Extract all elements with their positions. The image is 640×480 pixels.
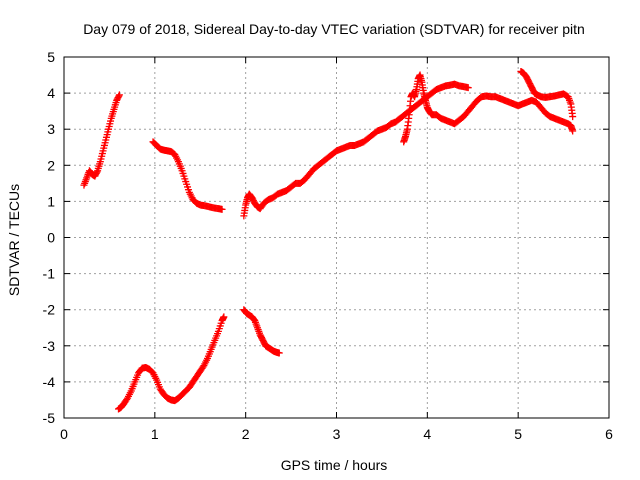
y-tick-label: -4	[43, 374, 56, 390]
y-tick-label: 2	[47, 157, 55, 173]
y-tick-label: 1	[47, 193, 55, 209]
data-point	[115, 92, 123, 100]
x-tick-label: 0	[60, 426, 68, 442]
series-5	[517, 67, 577, 121]
x-axis-label: GPS time / hours	[281, 457, 388, 473]
x-tick-label: 4	[423, 426, 431, 442]
series-6	[115, 313, 228, 413]
data-point	[569, 127, 577, 135]
y-axis-label: SDTVAR / TECUs	[6, 184, 22, 296]
data-point	[220, 313, 228, 321]
chart-title: Day 079 of 2018, Sidereal Day-to-day VTE…	[83, 21, 585, 37]
data-point	[464, 84, 472, 92]
y-tick-label: -2	[43, 302, 56, 318]
data-point	[218, 205, 226, 213]
y-tick-label: 5	[47, 49, 55, 65]
y-tick-label: -1	[43, 266, 56, 282]
y-tick-label: -5	[43, 410, 56, 426]
data-point	[93, 168, 101, 176]
series-7	[240, 306, 283, 357]
data-point	[115, 91, 123, 99]
x-tick-label: 3	[333, 426, 341, 442]
data-point	[569, 113, 577, 121]
y-tick-label: 3	[47, 121, 55, 137]
x-tick-label: 1	[151, 426, 159, 442]
grid	[64, 57, 609, 418]
y-tick-label: -3	[43, 338, 56, 354]
data-points	[80, 67, 577, 413]
data-point	[275, 349, 283, 357]
series-3	[240, 80, 472, 220]
axis-ticks: 0 1 2 3 4 5 6 -5 -4 -3 -2 -1 0 1 2 3 4 5	[43, 49, 614, 442]
x-tick-label: 5	[514, 426, 522, 442]
x-tick-label: 2	[242, 426, 250, 442]
x-tick-label: 6	[605, 426, 613, 442]
series-2	[149, 138, 226, 213]
y-tick-label: 0	[47, 230, 55, 246]
series-1	[80, 91, 123, 189]
series-4	[400, 71, 577, 146]
y-tick-label: 4	[47, 85, 55, 101]
